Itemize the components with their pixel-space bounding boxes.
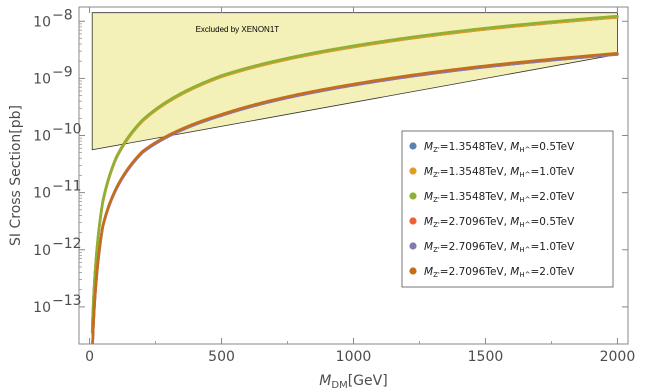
legend-mh-value: =1.0TeV <box>531 166 576 178</box>
legend-mz-value: =2.7096TeV, <box>440 241 511 253</box>
x-axis-title-unit: [GeV] <box>348 373 388 389</box>
y-tick-exponent: −9 <box>52 64 73 80</box>
legend-mh-symbol: M <box>510 266 519 278</box>
y-axis-title: SI Cross Section[pb] <box>8 105 24 246</box>
legend-mz-symbol: M <box>424 241 433 253</box>
y-tick-exponent: −11 <box>52 179 82 195</box>
legend-mz-value: =1.3548TeV, <box>440 191 511 203</box>
y-tick-label: 10 <box>33 129 51 145</box>
legend-mh-symbol: M <box>510 216 519 228</box>
legend-marker-2 <box>409 167 417 175</box>
legend-entry-2: MZ'=1.3548TeV, MH^=1.0TeV <box>424 166 575 179</box>
excluded-region-label: Excluded by XENON1T <box>196 25 280 34</box>
legend-mz-sub: Z' <box>433 146 440 154</box>
legend-mh-sub: H^ <box>519 271 530 279</box>
legend-mz-value: =1.3548TeV, <box>440 166 511 178</box>
y-tick-base: 10 <box>33 129 51 145</box>
y-tick-exponent: −10 <box>52 122 82 138</box>
y-tick-label: 10 <box>33 186 51 202</box>
x-axis-title-main: M <box>319 373 331 389</box>
legend-mh-sub: H^ <box>519 246 530 254</box>
legend-mz-symbol: M <box>424 266 433 278</box>
x-tick-label: 1000 <box>336 349 372 365</box>
series-layer <box>90 14 619 344</box>
y-tick-exponent: −13 <box>52 293 82 309</box>
series-line-6 <box>91 51 619 344</box>
legend-mz-symbol: M <box>424 216 433 228</box>
legend-mz-value: =2.7096TeV, <box>440 266 511 278</box>
legend-marker-1 <box>409 142 417 150</box>
legend-mh-symbol: M <box>510 191 519 203</box>
legend-mz-sub: Z' <box>433 221 440 229</box>
legend-mh-sub: H^ <box>519 146 530 154</box>
x-tick-label: 0 <box>85 349 94 365</box>
legend-entry-3: MZ'=1.3548TeV, MH^=2.0TeV <box>424 191 575 204</box>
y-tick-exponent: −8 <box>52 7 73 23</box>
legend-mh-symbol: M <box>510 141 519 153</box>
legend-mh-symbol: M <box>510 166 519 178</box>
legend-entry-1: MZ'=1.3548TeV, MH^=0.5TeV <box>424 141 575 154</box>
legend-entry-6: MZ'=2.7096TeV, MH^=2.0TeV <box>424 266 575 279</box>
legend-mz-value: =2.7096TeV, <box>440 216 511 228</box>
y-tick-base: 10 <box>33 71 51 87</box>
y-tick-base: 10 <box>33 186 51 202</box>
legend-mz-sub: Z' <box>433 196 440 204</box>
legend-mz-symbol: M <box>424 191 433 203</box>
legend-marker-5 <box>409 242 417 250</box>
legend-mz-symbol: M <box>424 166 433 178</box>
y-tick-base: 10 <box>33 300 51 316</box>
legend-entry-5: MZ'=2.7096TeV, MH^=1.0TeV <box>424 241 575 254</box>
legend-mh-sub: H^ <box>519 171 530 179</box>
x-axis-title: MDM[GeV] <box>319 373 387 391</box>
y-tick-label: 10 <box>33 243 51 259</box>
series-line-3 <box>90 14 619 333</box>
legend-mh-value: =2.0TeV <box>531 191 576 203</box>
y-tick-label: 10 <box>33 300 51 316</box>
legend-mz-value: =1.3548TeV, <box>440 141 511 153</box>
ticks-layer: 0 500 1000 1500 200010−1310−1210−1110−1010−9… <box>33 7 635 365</box>
legend-marker-3 <box>409 192 417 200</box>
legend-mz-sub: Z' <box>433 271 440 279</box>
legend: MZ'=1.3548TeV, MH^=0.5TeVMZ'=1.3548TeV, … <box>401 130 614 288</box>
legend-mh-value: =1.0TeV <box>531 241 576 253</box>
legend-mh-sub: H^ <box>519 196 530 204</box>
y-tick-label: 10 <box>33 14 51 30</box>
legend-mh-value: =0.5TeV <box>531 141 576 153</box>
legend-mh-symbol: M <box>510 241 519 253</box>
y-tick-exponent: −12 <box>52 236 82 252</box>
legend-entry-4: MZ'=2.7096TeV, MH^=0.5TeV <box>424 216 575 229</box>
legend-mz-symbol: M <box>424 141 433 153</box>
x-tick-label: 500 <box>208 349 235 365</box>
x-tick-label: 2000 <box>600 349 636 365</box>
legend-mh-value: =0.5TeV <box>531 216 576 228</box>
x-tick-label: 1500 <box>468 349 504 365</box>
legend-mh-sub: H^ <box>519 221 530 229</box>
legend-marker-4 <box>409 217 417 225</box>
legend-mz-sub: Z' <box>433 246 440 254</box>
legend-marker-6 <box>409 267 417 275</box>
y-tick-base: 10 <box>33 14 51 30</box>
legend-box <box>401 130 614 288</box>
y-tick-label: 10 <box>33 71 51 87</box>
x-axis-title-sub: DM <box>331 380 347 391</box>
y-tick-base: 10 <box>33 243 51 259</box>
legend-mh-value: =2.0TeV <box>531 266 576 278</box>
legend-mz-sub: Z' <box>433 171 440 179</box>
